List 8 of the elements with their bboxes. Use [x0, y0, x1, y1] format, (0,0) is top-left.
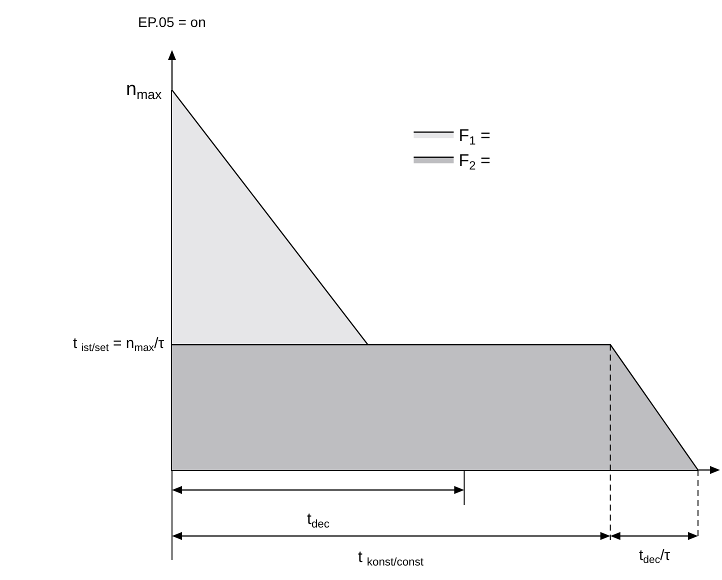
- text: t$_{dec}$: [307, 511, 330, 530]
- text: t $_{ist/set}$ = n$_{max}$/τ: [73, 335, 164, 354]
- text: n$_{max}$: [126, 79, 162, 102]
- y-axis-title: EP.05 = on: [138, 14, 206, 30]
- legend-label: F$_{1}$ =: [458, 126, 490, 148]
- text: t $_{konst/const}$: [358, 549, 424, 568]
- text: t$_{dec}$/τ: [639, 547, 670, 566]
- legend-label: F$_{2}$ =: [458, 150, 490, 172]
